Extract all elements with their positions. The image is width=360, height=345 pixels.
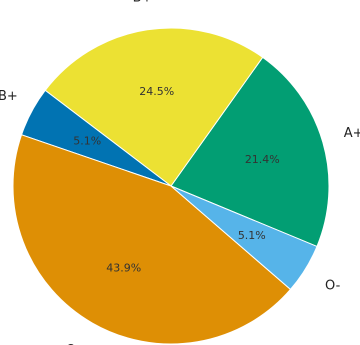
percent-label-o-pos: 43.9% xyxy=(106,261,141,274)
category-label-o-pos: O+ xyxy=(66,343,87,345)
percent-label-o-neg: 5.1% xyxy=(238,229,266,242)
slice-o-pos xyxy=(12,134,292,345)
percent-label-b-pos: 24.5% xyxy=(139,85,174,98)
slice-b-pos xyxy=(44,27,264,187)
category-label-b-pos: B+ xyxy=(133,0,153,6)
pie-slices xyxy=(12,27,330,345)
percent-label-ab-pos: 5.1% xyxy=(73,134,101,147)
percent-label-a-pos: 21.4% xyxy=(245,153,280,166)
category-label-a-pos: A+ xyxy=(344,126,360,141)
category-label-ab-pos: AB+ xyxy=(0,89,18,104)
category-label-o-neg: O- xyxy=(325,278,341,293)
slice-o-neg xyxy=(170,185,318,291)
slice-a-pos xyxy=(170,56,330,248)
